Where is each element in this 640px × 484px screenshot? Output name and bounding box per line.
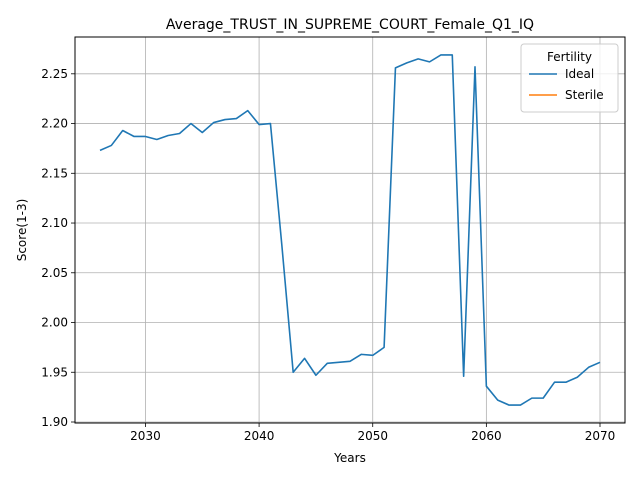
x-tick-label: 2070: [585, 429, 616, 443]
x-tick-label: 2060: [471, 429, 502, 443]
x-tick-label: 2040: [244, 429, 275, 443]
y-tick-label: 2.10: [41, 216, 68, 230]
y-tick-label: 1.90: [41, 415, 68, 429]
legend-entries: Ideal Sterile: [529, 67, 604, 102]
legend-label-sterile: Sterile: [565, 88, 604, 102]
x-axis-label: Years: [333, 451, 366, 465]
y-tick-label: 2.20: [41, 117, 68, 131]
tick-layer: 2030 2040 2050 2060 2070 1.90 1.95 2.00 2.05 2.10…: [41, 67, 615, 443]
y-tick-label: 2.15: [41, 166, 68, 180]
series-layer: [99, 54, 601, 406]
plot-frame: [74, 36, 626, 424]
x-tick-label: 2050: [357, 429, 388, 443]
x-tick-label: 2030: [130, 429, 161, 443]
legend-title: Fertility: [547, 50, 592, 64]
legend-label-ideal: Ideal: [565, 67, 594, 81]
chart-title: Average_TRUST_IN_SUPREME_COURT_Female_Q1…: [166, 17, 534, 33]
y-tick-label: 2.25: [41, 67, 68, 81]
y-tick-label: 1.95: [41, 365, 68, 379]
y-axis-label: Score(1-3): [15, 199, 29, 262]
series-line-ideal: [99, 54, 601, 406]
y-tick-label: 2.00: [41, 316, 68, 330]
y-tick-label: 2.05: [41, 266, 68, 280]
legend: Fertility Ideal Sterile: [520, 43, 619, 113]
